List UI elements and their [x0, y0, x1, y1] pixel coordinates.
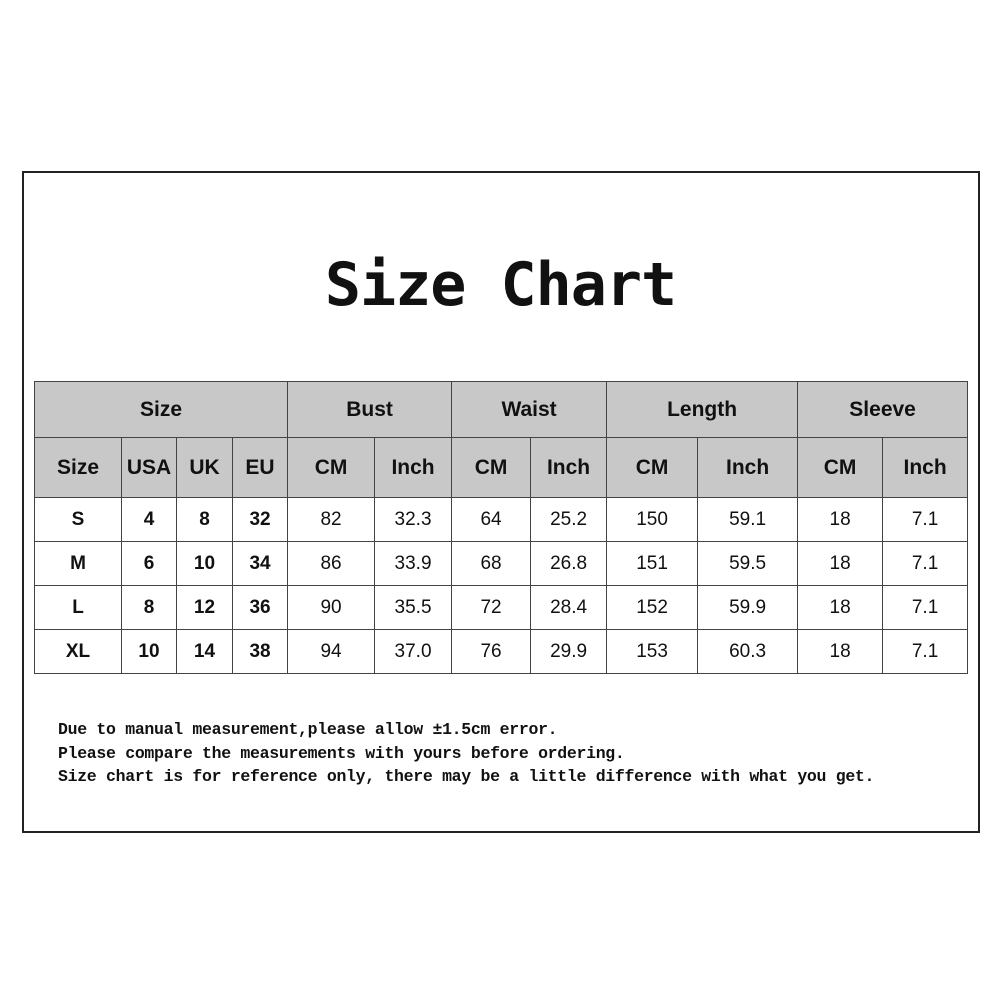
table-cell: 10 — [121, 629, 177, 674]
column-header: CM — [287, 437, 376, 498]
group-header: Length — [606, 381, 799, 438]
group-header-row: Size Bust Waist Length Sleeve — [33, 381, 969, 438]
column-header: CM — [606, 437, 699, 498]
chart-frame — [22, 171, 980, 833]
table-cell: 82 — [287, 497, 376, 542]
table-cell: 10 — [176, 541, 233, 586]
table-cell: 34 — [231, 541, 289, 586]
table-cell: 7.1 — [882, 497, 969, 542]
subheader-row: Size USA UK EU CM Inch CM Inch CM Inch CM Inch — [34, 437, 969, 498]
table-cell: 76 — [451, 629, 532, 674]
table-cell: L — [34, 585, 122, 630]
table-cell: 37.0 — [374, 629, 453, 674]
table-cell: 8 — [121, 585, 177, 630]
group-header: Waist — [451, 381, 608, 438]
column-header: EU — [231, 437, 289, 498]
table-cell: 152 — [606, 585, 699, 630]
column-header: CM — [797, 437, 884, 498]
size-table: Size Bust Waist Length Sleeve Size USA UK E… — [33, 381, 969, 674]
table-row: M 6 10 34 86 33.9 68 26.8 151 59.5 18 7.1 — [34, 541, 969, 586]
table-cell: 32.3 — [374, 497, 453, 542]
table-cell: 18 — [797, 541, 884, 586]
notes: Due to manual measurement,please allow ±… — [58, 718, 874, 789]
table-cell: 90 — [287, 585, 376, 630]
table-cell: 8 — [176, 497, 233, 542]
table-cell: XL — [34, 629, 122, 674]
table-cell: 18 — [797, 497, 884, 542]
table-cell: 151 — [606, 541, 699, 586]
table-cell: 18 — [797, 629, 884, 674]
table-cell: 36 — [231, 585, 289, 630]
table-row: L 8 12 36 90 35.5 72 28.4 152 59.9 18 7.1 — [34, 585, 969, 630]
table-cell: 7.1 — [882, 629, 969, 674]
table-cell: 59.9 — [697, 585, 799, 630]
column-header: Inch — [530, 437, 608, 498]
table-cell: 32 — [231, 497, 289, 542]
column-header: Size — [34, 437, 122, 498]
table-cell: 59.1 — [697, 497, 799, 542]
table-cell: 7.1 — [882, 541, 969, 586]
column-header: UK — [176, 437, 233, 498]
table-cell: 7.1 — [882, 585, 969, 630]
table-cell: 86 — [287, 541, 376, 586]
table-cell: 38 — [231, 629, 289, 674]
page-title: Size Chart — [324, 250, 677, 320]
table-cell: M — [34, 541, 122, 586]
table-row: XL 10 14 38 94 37.0 76 29.9 153 60.3 18 7.1 — [34, 629, 969, 674]
column-header: CM — [451, 437, 532, 498]
table-cell: 4 — [121, 497, 177, 542]
group-header: Bust — [287, 381, 453, 438]
table-cell: S — [34, 497, 122, 542]
table-row: S 4 8 32 82 32.3 64 25.2 150 59.1 18 7.1 — [34, 497, 969, 542]
table-cell: 64 — [451, 497, 532, 542]
note-line: Please compare the measurements with you… — [58, 743, 625, 763]
note-line: Size chart is for reference only, there … — [58, 767, 875, 786]
table-cell: 29.9 — [530, 629, 608, 674]
table-cell: 14 — [176, 629, 233, 674]
table-cell: 59.5 — [697, 541, 799, 586]
column-header: USA — [121, 437, 177, 498]
group-header: Sleeve — [797, 381, 969, 438]
column-header: Inch — [374, 437, 453, 498]
table-cell: 33.9 — [374, 541, 453, 586]
table-cell: 6 — [121, 541, 177, 586]
table-cell: 26.8 — [530, 541, 608, 586]
table-cell: 60.3 — [697, 629, 799, 674]
table-cell: 72 — [451, 585, 532, 630]
table-cell: 12 — [176, 585, 233, 630]
table-cell: 35.5 — [374, 585, 453, 630]
table-cell: 68 — [451, 541, 532, 586]
group-header: Size — [33, 381, 289, 438]
table-cell: 153 — [606, 629, 699, 674]
table-cell: 28.4 — [530, 585, 608, 630]
table-cell: 25.2 — [530, 497, 608, 542]
table-cell: 150 — [606, 497, 699, 542]
table-cell: 18 — [797, 585, 884, 630]
column-header: Inch — [697, 437, 799, 498]
note-line: Due to manual measurement,please allow ±… — [58, 720, 558, 739]
table-cell: 94 — [287, 629, 376, 674]
column-header: Inch — [882, 437, 969, 498]
